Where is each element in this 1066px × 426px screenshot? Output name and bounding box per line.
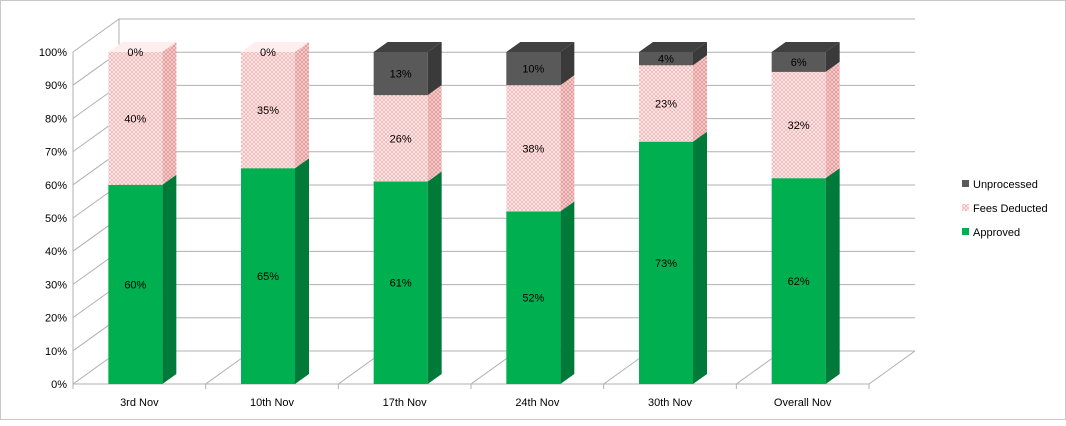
data-label: 0%: [127, 47, 143, 59]
bar-side-approved: [162, 174, 177, 384]
bar-group: 62% 32% 6%: [771, 42, 840, 384]
bar-approved: [241, 168, 295, 384]
y-tick-label: 80%: [45, 113, 67, 125]
legend-swatch: [962, 228, 969, 235]
y-tick-label: 60%: [45, 180, 67, 192]
bar-side-fees-deducted: [825, 61, 840, 179]
bar-side-fees-deducted: [560, 75, 575, 212]
x-tick-label: 24th Nov: [515, 397, 560, 409]
bar-fees-deducted: [241, 52, 295, 169]
bar-top: [771, 42, 840, 52]
y-tick-label: 70%: [45, 147, 67, 159]
y-axis: 0% 10% 20% 30% 40% 50% 60% 70% 80% 90% 100%: [39, 47, 67, 391]
bar-side-fees-deducted: [162, 42, 177, 185]
bar-group: 61% 26% 13%: [373, 42, 442, 384]
bar-side-approved: [693, 131, 707, 384]
bar-side-fees-deducted: [693, 55, 707, 142]
bar-unprocessed: [639, 52, 693, 66]
bar-approved: [373, 181, 428, 384]
data-label: 32%: [788, 120, 810, 132]
legend: Unprocessed Fees Deducted Approved: [962, 179, 1048, 239]
bar-side-unprocessed: [560, 42, 575, 86]
bar-fees-deducted: [639, 65, 693, 142]
y-tick-label: 0%: [51, 379, 67, 391]
data-label: 23%: [655, 98, 677, 110]
bar-side-unprocessed: [693, 42, 707, 66]
data-label: 38%: [522, 143, 544, 155]
data-label: 61%: [390, 278, 412, 290]
y-tick-label: 20%: [45, 313, 67, 325]
data-label: 6%: [791, 57, 807, 69]
bar-side-approved: [560, 201, 575, 384]
data-label: 60%: [124, 279, 146, 291]
legend-label: Unprocessed: [973, 179, 1038, 191]
data-label: 35%: [257, 105, 279, 117]
data-label: 73%: [655, 258, 677, 270]
bar-top: [241, 42, 309, 52]
x-axis-labels: 3rd Nov 10th Nov 17th Nov 24th Nov 30th Nov O…: [120, 397, 832, 409]
bar-side-approved: [825, 168, 840, 384]
y-tick-label: 30%: [45, 279, 67, 291]
floor-edge: [868, 350, 916, 385]
legend-swatch: [962, 204, 969, 211]
bar-approved: [506, 211, 561, 384]
legend-entry: Fees Deducted: [962, 203, 1048, 215]
bar-approved: [639, 141, 693, 384]
legend-label: Fees Deducted: [973, 203, 1048, 215]
data-label: 26%: [390, 133, 412, 145]
y-tick-label: 100%: [39, 47, 67, 59]
bar-group: 65% 35% 0%: [241, 42, 309, 384]
bar-top: [108, 42, 177, 52]
x-tick-label: 17th Nov: [383, 397, 428, 409]
bar-fees-deducted: [771, 71, 826, 179]
y-tick-label: 10%: [45, 346, 67, 358]
data-label: 4%: [658, 54, 674, 66]
legend-entry: Approved: [962, 227, 1020, 239]
bar-unprocessed: [771, 52, 826, 72]
bar-side-fees-deducted: [427, 85, 442, 182]
bar-group: 73% 23% 4%: [639, 42, 707, 384]
legend-swatch: [962, 180, 969, 187]
bar-approved: [108, 184, 163, 384]
x-tick-label: 30th Nov: [648, 397, 693, 409]
y-tick-label: 40%: [45, 246, 67, 258]
x-tick-label: 3rd Nov: [120, 397, 159, 409]
bar-approved: [771, 178, 826, 384]
bar-top: [506, 42, 575, 52]
bar-unprocessed: [373, 52, 428, 96]
data-label: 10%: [522, 64, 544, 76]
data-label: 65%: [257, 271, 279, 283]
data-label: 62%: [788, 276, 810, 288]
bar-group: 52% 38% 10%: [506, 42, 575, 384]
bar-side-fees-deducted: [295, 42, 309, 169]
legend-entry: Unprocessed: [962, 179, 1038, 191]
bar-side-unprocessed: [825, 42, 840, 72]
bar-side-approved: [295, 158, 309, 384]
bar-top: [373, 42, 442, 52]
bar-side-approved: [427, 171, 442, 384]
data-label: 52%: [522, 293, 544, 305]
bar-group: 60% 40% 0%: [108, 42, 177, 384]
x-tick-label: 10th Nov: [250, 397, 295, 409]
bar-fees-deducted: [506, 85, 561, 212]
legend-label: Approved: [973, 227, 1020, 239]
gridline-side: [72, 18, 120, 53]
bar-top: [639, 42, 707, 52]
x-tick-label: Overall Nov: [774, 397, 832, 409]
bar-side-unprocessed: [427, 42, 442, 96]
y-tick-label: 50%: [45, 213, 67, 225]
y-tick-label: 90%: [45, 80, 67, 92]
data-label: 40%: [124, 113, 146, 125]
bars: 60% 40% 0% 65% 35% 0% 61% 26% 13% 52% 38% 10% 73% 23%…: [108, 42, 840, 384]
data-label: 0%: [260, 47, 276, 59]
bar-fees-deducted: [373, 95, 428, 182]
bar-fees-deducted: [108, 52, 163, 185]
data-label: 13%: [390, 69, 412, 81]
bar-unprocessed: [506, 52, 561, 86]
